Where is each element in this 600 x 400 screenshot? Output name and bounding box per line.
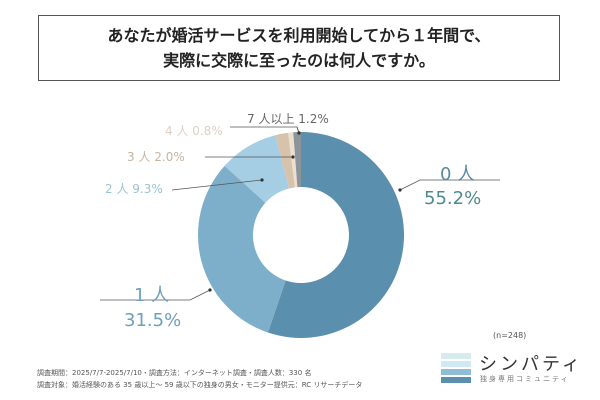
label-1-pct: 31.5% <box>124 310 182 331</box>
label-4-name: 4 人 <box>165 124 189 138</box>
leader-line-1 <box>100 289 211 301</box>
label-3-pct: 2.0% <box>154 150 185 164</box>
slice-3 <box>275 132 295 189</box>
label-0-name: 0 人 <box>440 164 476 185</box>
leader-dot-2 <box>260 178 264 182</box>
label-3: 3 人 2.0% <box>127 148 185 165</box>
leader-line-4 <box>230 126 300 134</box>
logo-mark <box>441 353 471 385</box>
label-5-pct: 1.2% <box>298 112 329 126</box>
leader-line-0 <box>399 179 500 191</box>
label-3-name: 3 人 <box>127 150 151 164</box>
label-4: 4 人 0.8% <box>165 122 223 139</box>
label-2-pct: 9.3% <box>132 182 163 196</box>
leader-dot-3 <box>291 155 295 159</box>
leader-dot-0 <box>398 188 402 192</box>
leader-dot-5 <box>297 131 301 135</box>
slice-4 <box>288 132 298 188</box>
label-2-name: 2 人 <box>105 182 129 196</box>
slice-2 <box>224 135 290 203</box>
label-0-pct: 55.2% <box>424 188 482 209</box>
sample-size: (n=248) <box>493 331 527 340</box>
label-2: 2 人 9.3% <box>105 180 163 197</box>
slice-5 <box>293 132 301 188</box>
logo-tagline: 独身専用コミュニティ <box>480 375 570 383</box>
title-line-2: 実際に交際に至ったのは何人ですか。 <box>163 51 435 70</box>
slice-0 <box>267 132 404 338</box>
leader-dot-1 <box>208 288 212 292</box>
title-box: あなたが婚活サービスを利用開始してから１年間で、 実際に交際に至ったのは何人です… <box>38 15 560 81</box>
label-1-name: 1 人 <box>134 285 170 306</box>
logo-name: シンパティ <box>479 354 583 375</box>
leader-line-2 <box>171 179 263 191</box>
label-5: 7 人以上 1.2% <box>247 110 329 127</box>
footer-line-1: 調査期間：2025/7/7-2025/7/10・調査方法：インターネット調査・調… <box>37 369 312 377</box>
label-4-pct: 0.8% <box>192 124 223 138</box>
slice-1 <box>197 165 286 333</box>
footer-line-2: 調査対象：婚活経験のある 35 歳以上～ 59 歳以下の独身の男女・モニター提供… <box>37 381 363 389</box>
title-line-1: あなたが婚活サービスを利用開始してから１年間で、 <box>107 26 491 45</box>
label-5-name: 7 人以上 <box>247 112 295 126</box>
